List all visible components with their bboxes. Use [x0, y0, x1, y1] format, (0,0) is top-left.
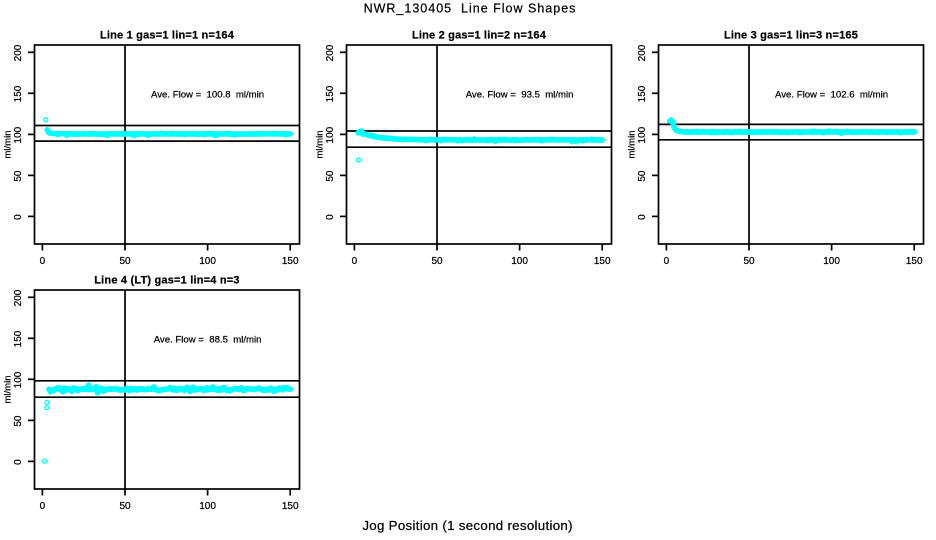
- svg-text:200: 200: [325, 44, 336, 61]
- svg-text:150: 150: [282, 256, 299, 267]
- svg-text:50: 50: [119, 501, 131, 512]
- svg-text:150: 150: [13, 85, 24, 102]
- svg-text:50: 50: [13, 415, 24, 427]
- svg-text:Jog Position (1 second resolut: Jog Position (1 second resolution): [362, 518, 573, 533]
- svg-text:100: 100: [325, 126, 336, 143]
- svg-text:Line 3 gas=1 lin=3 n=165: Line 3 gas=1 lin=3 n=165: [724, 30, 858, 42]
- svg-text:100: 100: [637, 126, 648, 143]
- svg-text:NWR_130405 Line Flow Shapes: NWR_130405 Line Flow Shapes: [364, 2, 577, 16]
- svg-text:Line 1 gas=1 lin=1 n=164: Line 1 gas=1 lin=1 n=164: [100, 30, 235, 42]
- svg-text:Ave. Flow = 102.6 ml/min: Ave. Flow = 102.6 ml/min: [775, 90, 888, 101]
- svg-text:0: 0: [40, 256, 46, 267]
- svg-text:50: 50: [13, 170, 24, 182]
- svg-text:200: 200: [13, 44, 24, 61]
- svg-text:150: 150: [13, 330, 24, 347]
- svg-text:150: 150: [906, 256, 923, 267]
- svg-text:50: 50: [119, 256, 131, 267]
- svg-text:Ave. Flow = 100.8 ml/min: Ave. Flow = 100.8 ml/min: [151, 90, 264, 101]
- svg-text:100: 100: [13, 126, 24, 143]
- svg-text:Line 2 gas=1 lin=2 n=164: Line 2 gas=1 lin=2 n=164: [412, 30, 547, 42]
- svg-text:100: 100: [199, 256, 216, 267]
- svg-text:ml/min: ml/min: [3, 131, 14, 159]
- svg-text:100: 100: [511, 256, 528, 267]
- svg-text:Ave. Flow = 93.5 ml/min: Ave. Flow = 93.5 ml/min: [466, 90, 574, 101]
- svg-text:Line 4 (LT) gas=1 lin=4 n=3: Line 4 (LT) gas=1 lin=4 n=3: [94, 275, 240, 287]
- svg-text:ml/min: ml/min: [315, 131, 326, 159]
- svg-text:ml/min: ml/min: [627, 131, 638, 159]
- svg-text:0: 0: [13, 459, 24, 465]
- svg-text:ml/min: ml/min: [3, 376, 14, 404]
- svg-text:0: 0: [40, 501, 46, 512]
- svg-text:100: 100: [13, 371, 24, 388]
- svg-text:50: 50: [325, 170, 336, 182]
- svg-text:0: 0: [352, 256, 358, 267]
- svg-text:200: 200: [637, 44, 648, 61]
- svg-text:100: 100: [199, 501, 216, 512]
- svg-text:50: 50: [743, 256, 755, 267]
- svg-text:0: 0: [325, 214, 336, 220]
- svg-text:0: 0: [664, 256, 670, 267]
- svg-text:50: 50: [431, 256, 443, 267]
- svg-text:150: 150: [282, 501, 299, 512]
- svg-text:150: 150: [637, 85, 648, 102]
- svg-text:150: 150: [325, 85, 336, 102]
- svg-text:0: 0: [13, 214, 24, 220]
- svg-text:200: 200: [13, 289, 24, 306]
- svg-text:100: 100: [823, 256, 840, 267]
- svg-text:0: 0: [637, 214, 648, 220]
- svg-text:150: 150: [594, 256, 611, 267]
- svg-text:50: 50: [637, 170, 648, 182]
- svg-text:Ave. Flow = 88.5 ml/min: Ave. Flow = 88.5 ml/min: [154, 335, 262, 346]
